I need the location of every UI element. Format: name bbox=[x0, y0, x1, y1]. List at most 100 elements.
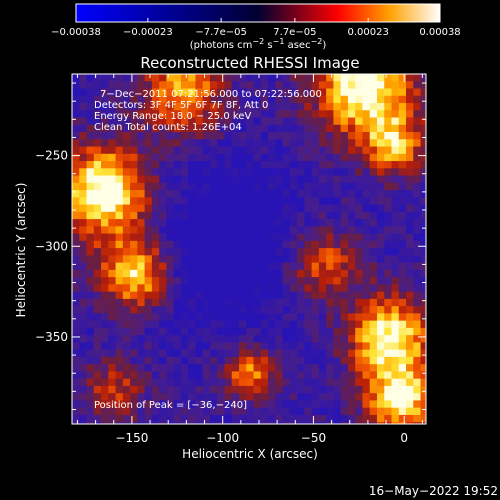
heatmap-cell bbox=[122, 182, 131, 191]
heatmap-cell bbox=[137, 139, 146, 148]
heatmap-cell bbox=[413, 168, 422, 177]
heatmap-cell bbox=[369, 182, 378, 191]
heatmap-cell bbox=[289, 132, 298, 140]
heatmap-cell bbox=[376, 349, 385, 358]
heatmap-cell bbox=[137, 248, 146, 256]
heatmap-cell bbox=[137, 182, 146, 191]
heatmap-cell bbox=[340, 240, 349, 249]
heatmap-cell bbox=[413, 393, 422, 402]
heatmap-cell bbox=[144, 88, 153, 97]
heatmap-cell bbox=[86, 74, 95, 82]
heatmap-cell bbox=[144, 95, 153, 104]
heatmap-cell bbox=[318, 385, 327, 394]
heatmap-cell bbox=[122, 175, 131, 184]
heatmap-cell bbox=[347, 204, 356, 213]
heatmap-cell bbox=[166, 204, 175, 213]
heatmap-cell bbox=[188, 269, 197, 278]
heatmap-cell bbox=[376, 284, 385, 293]
heatmap-cell bbox=[195, 356, 204, 365]
heatmap-cell bbox=[86, 385, 95, 394]
heatmap-cell bbox=[384, 277, 393, 285]
heatmap-cell bbox=[275, 393, 284, 402]
heatmap-cell bbox=[239, 132, 247, 140]
heatmap-cell bbox=[239, 342, 247, 351]
heatmap-cell bbox=[420, 233, 426, 242]
heatmap-cell bbox=[376, 342, 385, 351]
heatmap-cell bbox=[217, 103, 226, 111]
heatmap-cell bbox=[391, 385, 400, 394]
heatmap-cell bbox=[289, 378, 298, 387]
heatmap-cell bbox=[355, 356, 364, 365]
heatmap-cell bbox=[231, 146, 240, 155]
heatmap-cell bbox=[268, 342, 276, 351]
heatmap-cell bbox=[130, 211, 138, 220]
heatmap-cell bbox=[275, 349, 284, 358]
heatmap-cell bbox=[224, 81, 233, 90]
heatmap-cell bbox=[362, 313, 371, 322]
heatmap-cell bbox=[122, 378, 131, 387]
heatmap-cell bbox=[173, 248, 182, 256]
heatmap-cell bbox=[166, 124, 175, 133]
heatmap-cell bbox=[355, 95, 364, 104]
heatmap-cell bbox=[297, 226, 305, 235]
heatmap-cell bbox=[101, 378, 109, 387]
heatmap-cell bbox=[166, 320, 175, 329]
heatmap-cell bbox=[369, 226, 378, 235]
heatmap-cell bbox=[195, 407, 204, 416]
heatmap-cell bbox=[289, 182, 298, 191]
heatmap-cell bbox=[268, 356, 276, 365]
heatmap-cell bbox=[188, 211, 197, 220]
heatmap-cell bbox=[304, 139, 313, 148]
heatmap-cell bbox=[413, 74, 422, 82]
heatmap-cell bbox=[246, 124, 255, 133]
heatmap-cell bbox=[311, 422, 320, 424]
heatmap-cell bbox=[398, 320, 407, 329]
heatmap-cell bbox=[202, 262, 211, 271]
heatmap-cell bbox=[180, 219, 189, 227]
heatmap-cell bbox=[231, 255, 240, 264]
heatmap-cell bbox=[304, 146, 313, 155]
heatmap-cell bbox=[224, 371, 233, 380]
heatmap-cell bbox=[246, 371, 255, 380]
heatmap-cell bbox=[209, 291, 218, 300]
heatmap-cell bbox=[151, 95, 160, 104]
heatmap-cell bbox=[297, 153, 305, 162]
heatmap-cell bbox=[137, 269, 146, 278]
heatmap-cell bbox=[311, 277, 320, 285]
heatmap-cell bbox=[384, 190, 393, 198]
heatmap-cell bbox=[326, 182, 335, 191]
heatmap-cell bbox=[108, 277, 117, 285]
heatmap-cell bbox=[246, 407, 255, 416]
heatmap-cell bbox=[188, 240, 197, 249]
heatmap-cell bbox=[318, 132, 327, 140]
heatmap-cell bbox=[369, 110, 378, 119]
heatmap-cell bbox=[333, 255, 342, 264]
heatmap-cell bbox=[304, 182, 313, 191]
heatmap-cell bbox=[406, 197, 414, 206]
heatmap-cell bbox=[122, 219, 131, 227]
heatmap-cell bbox=[311, 190, 320, 198]
heatmap-cell bbox=[144, 393, 153, 402]
heatmap-cell bbox=[101, 240, 109, 249]
heatmap-cell bbox=[318, 197, 327, 206]
heatmap-cell bbox=[108, 124, 117, 133]
heatmap-cell bbox=[151, 175, 160, 184]
heatmap-cell bbox=[304, 219, 313, 227]
heatmap-cell bbox=[376, 364, 385, 373]
heatmap-cell bbox=[340, 219, 349, 227]
heatmap-cell bbox=[180, 364, 189, 373]
heatmap-cell bbox=[151, 153, 160, 162]
heatmap-cell bbox=[180, 422, 189, 424]
heatmap-cell bbox=[231, 277, 240, 285]
heatmap-cell bbox=[318, 255, 327, 264]
heatmap-cell bbox=[115, 306, 124, 314]
heatmap-cell bbox=[72, 117, 80, 126]
heatmap-cell bbox=[159, 269, 167, 278]
heatmap-cell bbox=[413, 277, 422, 285]
heatmap-cell bbox=[420, 414, 426, 423]
heatmap-cell bbox=[275, 161, 284, 169]
heatmap-cell bbox=[151, 320, 160, 329]
heatmap-cell bbox=[151, 88, 160, 97]
heatmap-cell bbox=[340, 74, 349, 82]
heatmap-cell bbox=[275, 219, 284, 227]
